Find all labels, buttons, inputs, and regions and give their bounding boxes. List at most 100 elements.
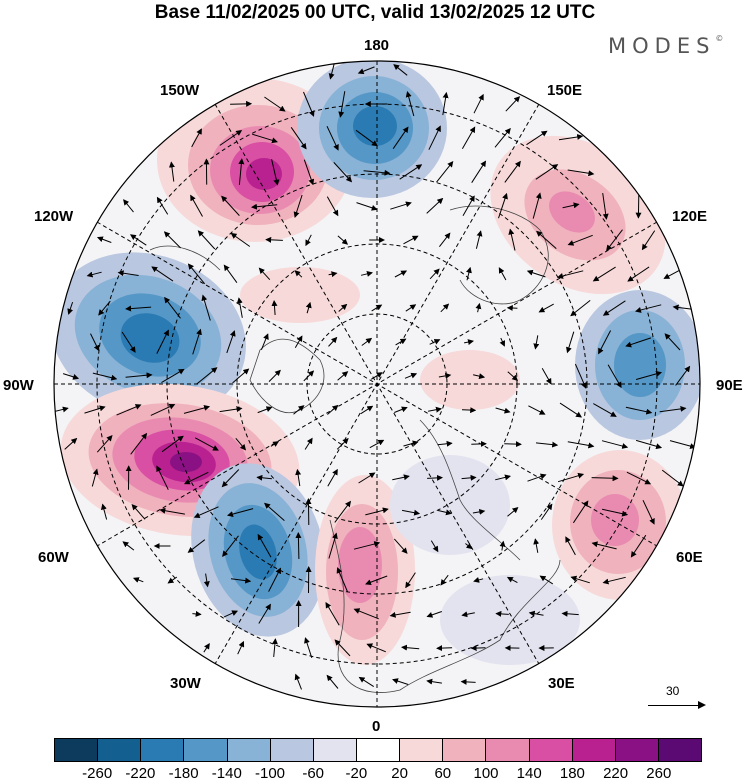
- wind-vector: [672, 304, 692, 311]
- colorbar-swatch: [485, 739, 529, 761]
- wind-vector: [428, 125, 441, 150]
- wind-vector: [238, 158, 245, 185]
- wind-vector: [572, 500, 589, 524]
- wind-vector: [428, 406, 442, 413]
- wind-vector: [264, 502, 285, 521]
- wind-vector: [475, 230, 483, 249]
- wind-vector: [464, 339, 474, 346]
- wind-vector: [161, 435, 184, 453]
- wind-vector: [437, 440, 453, 447]
- wind-vector: [293, 405, 305, 415]
- wind-vector: [334, 500, 351, 523]
- wind-vector: [270, 441, 280, 447]
- wind-vector: [84, 405, 106, 414]
- wind-vector: [392, 126, 409, 149]
- wind-vector: [533, 335, 540, 350]
- wind-vector: [630, 534, 647, 558]
- wind-vector: [192, 610, 202, 617]
- colorbar-tick-label: 100: [473, 765, 499, 782]
- wind-vector: [426, 611, 442, 618]
- wind-vector: [295, 532, 302, 560]
- wind-vector: [295, 468, 302, 487]
- graticule: [54, 61, 700, 707]
- wind-vector: [336, 437, 349, 450]
- wind-vector: [370, 372, 383, 380]
- wind-vector: [90, 333, 100, 352]
- wind-vector: [392, 678, 409, 685]
- wind-vector: [327, 468, 338, 487]
- reference-vector: 30: [646, 684, 708, 712]
- wind-vector: [558, 134, 584, 141]
- wind-vector: [369, 439, 385, 449]
- wind-vector: [462, 195, 475, 217]
- colorbar-tick-label: -140: [211, 765, 242, 782]
- colorbar-swatch: [442, 739, 486, 761]
- lon-label-120w: 120W: [34, 208, 74, 225]
- wind-vector: [221, 195, 240, 216]
- wind-vector: [360, 270, 373, 277]
- wind-vector: [62, 373, 80, 380]
- colorbar-tick-label: -20: [345, 765, 368, 782]
- wind-vector: [664, 333, 681, 351]
- wind-vector: [561, 610, 579, 617]
- wind-vector: [557, 472, 585, 483]
- wind-vector: [337, 235, 349, 245]
- wind-vector: [471, 160, 487, 183]
- wind-vector: [429, 268, 440, 280]
- wind-vector: [305, 301, 312, 314]
- wind-vector: [96, 435, 113, 453]
- wind-vector: [236, 297, 243, 318]
- wind-vector: [473, 93, 484, 114]
- wind-vector: [602, 193, 609, 220]
- reference-vector-label: 30: [666, 684, 680, 698]
- wind-vector: [163, 231, 181, 249]
- wind-vector: [436, 645, 453, 652]
- wind-vector: [290, 127, 307, 150]
- colorbar-swatch: [183, 739, 227, 761]
- wind-vector: [601, 508, 629, 517]
- wind-vector: [237, 640, 245, 655]
- wind-vector: [390, 201, 412, 210]
- colorbar-tick-label: 180: [559, 765, 585, 782]
- wind-vector: [256, 474, 272, 481]
- wind-vector: [566, 331, 575, 354]
- wind-vector: [327, 404, 339, 415]
- wind-vector: [460, 678, 476, 685]
- wind-vector: [472, 508, 486, 515]
- colorbar-swatch: [226, 739, 270, 761]
- wind-vector: [626, 471, 652, 485]
- colorbar-swatch: [657, 739, 702, 761]
- lon-label-30e: 30E: [548, 675, 575, 692]
- wind-vector: [201, 294, 211, 321]
- wind-vector: [193, 506, 219, 518]
- wind-vector: [258, 267, 271, 281]
- wind-vector: [122, 541, 135, 551]
- wind-vector: [328, 61, 336, 80]
- wind-vector: [437, 509, 452, 516]
- wind-vector: [466, 266, 472, 281]
- wind-vector: [366, 643, 386, 653]
- wind-vector: [326, 125, 339, 151]
- wind-vector: [92, 372, 118, 381]
- wind-vector: [663, 269, 682, 279]
- wind-vector: [591, 541, 617, 550]
- wind-vector: [440, 574, 449, 586]
- colorbar-tick-label: 140: [516, 765, 542, 782]
- wind-vector: [328, 532, 338, 559]
- wind-vector: [100, 503, 108, 520]
- lon-label-180: 180: [364, 37, 390, 54]
- wind-vector: [472, 373, 486, 380]
- wind-vector: [304, 437, 313, 450]
- wind-vector: [499, 337, 506, 347]
- wind-vector: [495, 610, 509, 617]
- colorbar-tick-label: -220: [125, 765, 156, 782]
- wind-vector: [567, 169, 595, 177]
- wind-vector: [642, 499, 655, 525]
- wind-vector: [541, 368, 552, 385]
- wind-vector: [601, 440, 629, 449]
- wind-vector: [403, 235, 419, 245]
- colorbar-tick-label: -180: [168, 765, 199, 782]
- wind-vector: [675, 365, 691, 386]
- colorbar-swatch: [571, 739, 615, 761]
- wind-vector: [440, 303, 450, 313]
